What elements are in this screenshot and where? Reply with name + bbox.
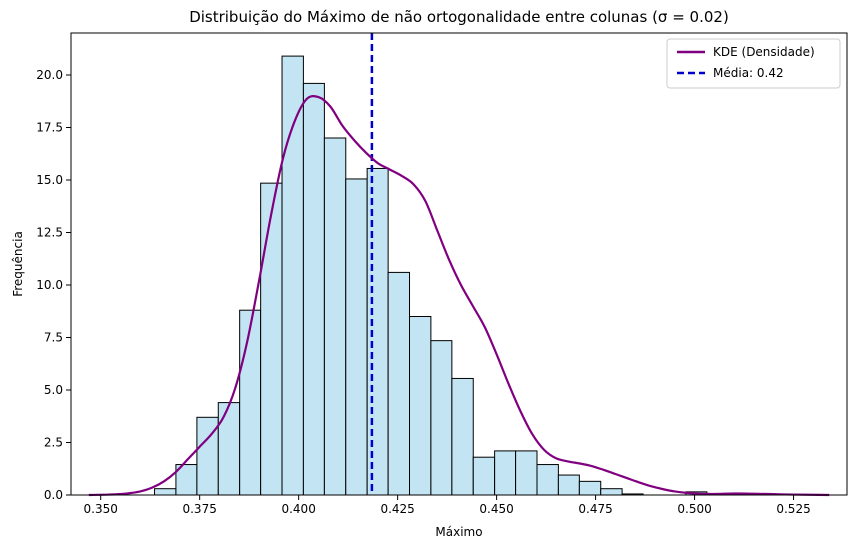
histogram-bar: [323, 137, 347, 496]
plot-area-frame: [70, 32, 848, 496]
y-tick-label: 2.5: [44, 436, 63, 450]
y-tick-label: 15.0: [36, 173, 63, 187]
histogram-bar: [494, 450, 517, 496]
histogram-bar: [536, 464, 559, 496]
histogram-bar: [430, 340, 453, 496]
y-tick-label: 0.0: [44, 488, 63, 502]
histogram-bar: [409, 316, 432, 496]
x-tick-label: 0.375: [182, 502, 216, 516]
chart-title: Distribuição do Máximo de não ortogonali…: [189, 8, 729, 26]
y-axis-label: Frequência: [11, 231, 25, 297]
x-tick-label: 0.475: [578, 502, 612, 516]
legend-box: [666, 38, 841, 89]
histogram-bar: [281, 55, 304, 496]
kde-layer: [88, 95, 830, 497]
x-tick-label: 0.350: [84, 502, 118, 516]
histogram-bar: [472, 456, 496, 496]
histogram-bar: [387, 271, 411, 496]
x-tick-label: 0.525: [776, 502, 810, 516]
histogram-bar: [154, 488, 177, 496]
histogram-bar: [239, 309, 262, 496]
y-tick-label: 17.5: [36, 121, 63, 135]
x-tick-label: 0.425: [380, 502, 414, 516]
histogram-bar: [217, 402, 241, 496]
y-tick-label: 20.0: [36, 68, 63, 82]
x-tick-label: 0.500: [677, 502, 711, 516]
histogram-bar: [578, 480, 602, 496]
x-tick-label: 0.400: [281, 502, 315, 516]
histogram-bars: [154, 55, 729, 496]
y-tick-label: 7.5: [44, 331, 63, 345]
histogram-bar: [557, 474, 580, 496]
histogram-bar: [600, 488, 623, 496]
histogram-bar: [260, 182, 283, 496]
x-axis-label: Máximo: [435, 525, 482, 539]
legend-mean-label: Média: 0.42: [713, 66, 784, 80]
histogram-bar: [345, 178, 368, 496]
histogram-bar: [366, 167, 389, 496]
legend-kde-label: KDE (Densidade): [713, 45, 815, 59]
y-tick-label: 12.5: [36, 226, 63, 240]
y-tick-label: 5.0: [44, 383, 63, 397]
histogram-bar: [451, 377, 474, 496]
kde-curve: [88, 95, 830, 497]
y-axis-ticks: 0.0 2.5 5.0 7.5 10.0 12.5 15.0 17.5 20.0: [36, 68, 71, 502]
histogram-bar: [515, 450, 538, 496]
legend: KDE (Densidade) Média: 0.42: [666, 38, 841, 89]
y-tick-label: 10.0: [36, 278, 63, 292]
x-axis-ticks: 0.350 0.375 0.400 0.425 0.450 0.475 0.500 0.525: [84, 495, 811, 516]
histogram-bar: [302, 82, 325, 496]
x-tick-label: 0.450: [479, 502, 513, 516]
